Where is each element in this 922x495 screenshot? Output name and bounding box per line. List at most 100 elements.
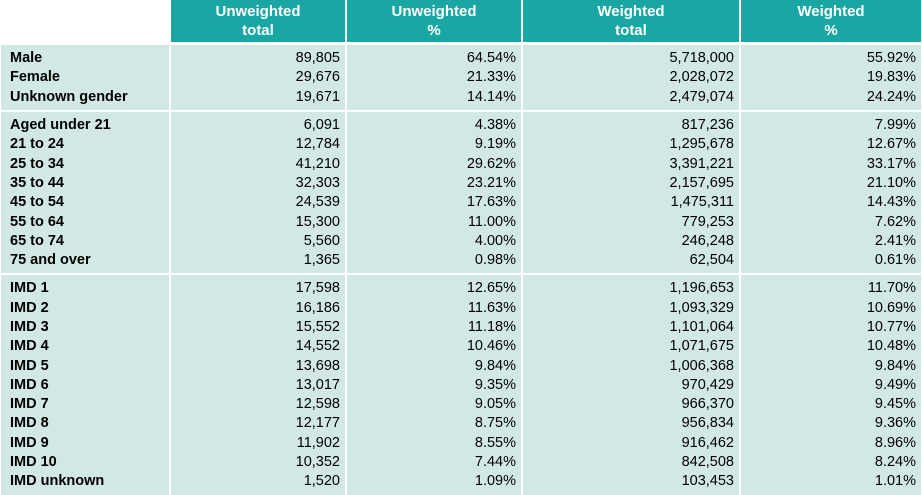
- table-row: Female 29,676 21.33% 2,028,072 19.83%: [1, 68, 921, 88]
- weighted-percent-cell: 9.36%: [740, 414, 921, 434]
- unweighted-total-cell: 13,698: [170, 356, 347, 376]
- unweighted-percent-cell: 9.05%: [346, 395, 523, 415]
- header-line: Weighted: [597, 3, 665, 20]
- weighted-total-cell: 246,248: [522, 231, 741, 251]
- row-label: IMD 3: [1, 317, 171, 338]
- unweighted-percent-cell: 11.18%: [346, 317, 523, 338]
- weighted-percent-cell: 12.67%: [740, 135, 921, 155]
- weighted-total-cell: 103,453: [522, 472, 741, 495]
- header-unweighted-percent: Unweighted %: [346, 0, 523, 44]
- table-row: Aged under 21 6,091 4.38% 817,236 7.99%: [1, 109, 921, 136]
- table-row: 75 and over 1,365 0.98% 62,504 0.61%: [1, 250, 921, 275]
- unweighted-percent-cell: 0.98%: [346, 250, 523, 275]
- table-row: IMD 8 12,177 8.75% 956,834 9.36%: [1, 414, 921, 434]
- unweighted-total-cell: 12,177: [170, 414, 347, 434]
- row-label: 45 to 54: [1, 193, 171, 213]
- weighted-percent-cell: 9.49%: [740, 375, 921, 396]
- weighted-percent-cell: 24.24%: [740, 87, 921, 111]
- table-row: 21 to 24 12,784 9.19% 1,295,678 12.67%: [1, 135, 921, 155]
- weighted-percent-cell: 0.61%: [740, 250, 921, 275]
- row-label: IMD unknown: [1, 472, 171, 495]
- weighted-total-cell: 5,718,000: [522, 42, 741, 69]
- row-label: 35 to 44: [1, 173, 171, 194]
- unweighted-total-cell: 1,520: [170, 472, 347, 495]
- unweighted-total-cell: 12,784: [170, 135, 347, 155]
- table-row: Male 89,805 64.54% 5,718,000 55.92%: [1, 42, 921, 69]
- weighted-total-cell: 1,101,064: [522, 317, 741, 338]
- unweighted-percent-cell: 9.19%: [346, 135, 523, 155]
- weighted-total-cell: 916,462: [522, 433, 741, 453]
- weighted-percent-cell: 10.48%: [740, 337, 921, 357]
- header-line: total: [615, 22, 647, 39]
- unweighted-percent-cell: 4.00%: [346, 231, 523, 251]
- unweighted-total-cell: 6,091: [170, 109, 347, 136]
- weighted-total-cell: 2,028,072: [522, 68, 741, 88]
- weighted-percent-cell: 8.96%: [740, 433, 921, 453]
- weighted-total-cell: 966,370: [522, 395, 741, 415]
- unweighted-total-cell: 10,352: [170, 452, 347, 473]
- weighted-total-cell: 1,196,653: [522, 273, 741, 299]
- table-row: 25 to 34 41,210 29.62% 3,391,221 33.17%: [1, 154, 921, 174]
- unweighted-total-cell: 11,902: [170, 433, 347, 453]
- weighted-percent-cell: 7.99%: [740, 109, 921, 136]
- table-row: IMD 5 13,698 9.84% 1,006,368 9.84%: [1, 356, 921, 376]
- row-label: Male: [1, 42, 171, 69]
- table-row: IMD 2 16,186 11.63% 1,093,329 10.69%: [1, 298, 921, 318]
- weighted-percent-cell: 2.41%: [740, 231, 921, 251]
- unweighted-total-cell: 19,671: [170, 87, 347, 111]
- header-weighted-percent: Weighted %: [740, 0, 921, 44]
- weighted-total-cell: 817,236: [522, 109, 741, 136]
- unweighted-percent-cell: 21.33%: [346, 68, 523, 88]
- table-row: IMD 7 12,598 9.05% 966,370 9.45%: [1, 395, 921, 415]
- unweighted-total-cell: 17,598: [170, 273, 347, 299]
- table-row: Unknown gender 19,671 14.14% 2,479,074 24.24…: [1, 87, 921, 111]
- weighted-percent-cell: 9.45%: [740, 395, 921, 415]
- unweighted-percent-cell: 14.14%: [346, 87, 523, 111]
- unweighted-percent-cell: 11.63%: [346, 298, 523, 318]
- weighted-percent-cell: 33.17%: [740, 154, 921, 174]
- row-label: 65 to 74: [1, 231, 171, 251]
- table-row: 55 to 64 15,300 11.00% 779,253 7.62%: [1, 212, 921, 232]
- unweighted-percent-cell: 8.55%: [346, 433, 523, 453]
- row-label: Female: [1, 68, 171, 88]
- header-unweighted-total: Unweighted total: [170, 0, 347, 44]
- row-label: IMD 5: [1, 356, 171, 376]
- unweighted-total-cell: 16,186: [170, 298, 347, 318]
- table-row: 65 to 74 5,560 4.00% 246,248 2.41%: [1, 231, 921, 251]
- weighted-percent-cell: 9.84%: [740, 356, 921, 376]
- row-label: IMD 6: [1, 375, 171, 396]
- weighted-total-cell: 1,006,368: [522, 356, 741, 376]
- header-line: total: [242, 22, 274, 39]
- unweighted-total-cell: 13,017: [170, 375, 347, 396]
- weighted-percent-cell: 14.43%: [740, 193, 921, 213]
- weighted-percent-cell: 10.69%: [740, 298, 921, 318]
- weighted-total-cell: 62,504: [522, 250, 741, 275]
- row-label: IMD 8: [1, 414, 171, 434]
- weighted-total-cell: 842,508: [522, 452, 741, 473]
- header-weighted-total: Weighted total: [522, 0, 741, 44]
- weighted-percent-cell: 55.92%: [740, 42, 921, 69]
- table-row: IMD unknown 1,520 1.09% 103,453 1.01%: [1, 472, 921, 495]
- table-row: IMD 6 13,017 9.35% 970,429 9.49%: [1, 375, 921, 396]
- unweighted-percent-cell: 17.63%: [346, 193, 523, 213]
- unweighted-total-cell: 89,805: [170, 42, 347, 69]
- weighted-percent-cell: 8.24%: [740, 452, 921, 473]
- row-label: 25 to 34: [1, 154, 171, 174]
- table-row: 45 to 54 24,539 17.63% 1,475,311 14.43%: [1, 193, 921, 213]
- weighted-total-cell: 2,157,695: [522, 173, 741, 194]
- unweighted-total-cell: 12,598: [170, 395, 347, 415]
- weighted-total-cell: 1,093,329: [522, 298, 741, 318]
- header-blank-cell: [1, 0, 171, 44]
- weighted-percent-cell: 10.77%: [740, 317, 921, 338]
- unweighted-percent-cell: 29.62%: [346, 154, 523, 174]
- row-label: 55 to 64: [1, 212, 171, 232]
- weighted-total-cell: 3,391,221: [522, 154, 741, 174]
- header-line: %: [824, 22, 838, 39]
- row-label: IMD 10: [1, 452, 171, 473]
- unweighted-percent-cell: 9.84%: [346, 356, 523, 376]
- unweighted-total-cell: 5,560: [170, 231, 347, 251]
- table-row: 35 to 44 32,303 23.21% 2,157,695 21.10%: [1, 173, 921, 194]
- table-row: IMD 1 17,598 12.65% 1,196,653 11.70%: [1, 273, 921, 299]
- weighted-percent-cell: 11.70%: [740, 273, 921, 299]
- weighted-total-cell: 2,479,074: [522, 87, 741, 111]
